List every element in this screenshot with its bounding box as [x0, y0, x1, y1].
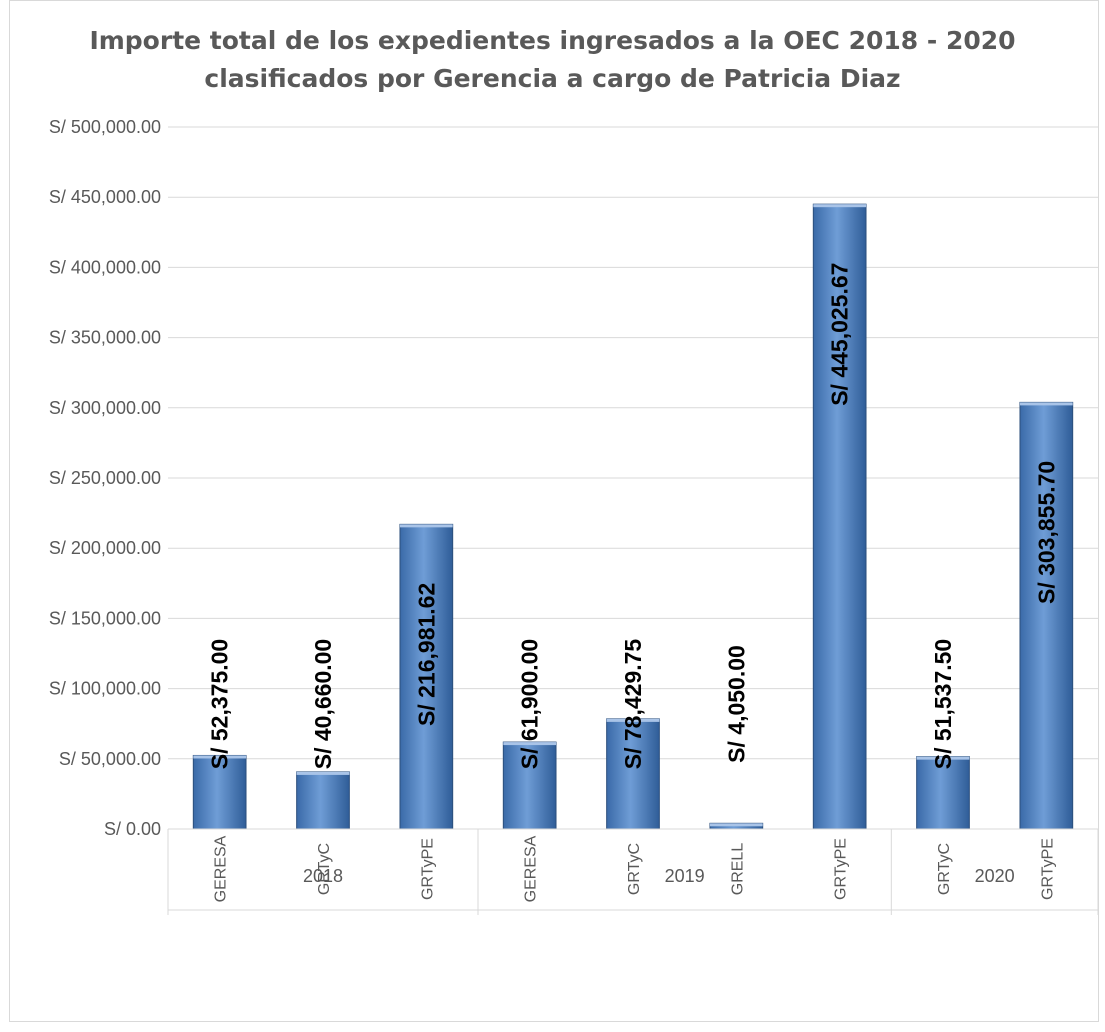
y-tick-label: S/ 250,000.00 — [49, 468, 161, 488]
x-category-label: GRTyPE — [419, 838, 436, 900]
bar-highlight — [193, 755, 247, 759]
data-label: S/ 445,025.67 — [827, 263, 853, 406]
data-label: S/ 52,375.00 — [207, 639, 233, 769]
bar-highlight — [709, 823, 763, 827]
y-tick-label: S/ 500,000.00 — [49, 117, 161, 137]
x-category-label: GERESA — [523, 835, 540, 902]
data-label: S/ 303,855.70 — [1033, 461, 1059, 604]
bar — [399, 523, 454, 830]
x-category-label: GRTyC — [316, 843, 333, 895]
chart-title: Importe total de los expedientes ingresa… — [0, 22, 1105, 98]
data-label: S/ 51,537.50 — [930, 639, 956, 769]
x-category-label: GRTyC — [936, 843, 953, 895]
x-category-label: GRTyC — [626, 843, 643, 895]
bar — [1019, 401, 1074, 830]
bar-highlight — [916, 756, 970, 760]
y-tick-label: S/ 150,000.00 — [49, 608, 161, 628]
bar — [192, 754, 247, 830]
bar-highlight — [503, 742, 557, 746]
x-group-label: 2019 — [665, 866, 705, 886]
y-tick-label: S/ 300,000.00 — [49, 398, 161, 418]
data-label: S/ 78,429.75 — [620, 639, 646, 770]
y-tick-label: S/ 350,000.00 — [49, 328, 161, 348]
chart-title-line-2: clasificados por Gerencia a cargo de Pat… — [204, 64, 901, 93]
y-tick-label: S/ 0.00 — [104, 819, 161, 839]
data-label: S/ 216,981.62 — [413, 583, 439, 726]
bar — [502, 741, 557, 830]
bar — [812, 203, 867, 830]
bar-highlight — [399, 524, 453, 528]
chart-frame — [9, 0, 1099, 1022]
bar-highlight — [606, 718, 660, 722]
x-category-label: GERESA — [213, 835, 230, 902]
y-tick-label: S/ 100,000.00 — [49, 679, 161, 699]
bar — [296, 771, 350, 830]
y-tick-label: S/ 450,000.00 — [49, 187, 161, 207]
data-label: S/ 4,050.00 — [723, 645, 749, 763]
bar — [606, 718, 660, 830]
x-group-label: 2018 — [303, 866, 343, 886]
x-category-label: GRTyPE — [1039, 838, 1056, 900]
bar-highlight — [813, 204, 867, 208]
x-group-label: 2020 — [975, 866, 1015, 886]
x-category-label: GRTyPE — [833, 838, 850, 900]
x-category-label: GRELL — [729, 843, 746, 896]
data-label: S/ 40,660.00 — [310, 639, 336, 769]
bar-highlight — [296, 771, 350, 775]
data-label: S/ 61,900.00 — [517, 639, 543, 769]
y-tick-label: S/ 400,000.00 — [49, 257, 161, 277]
chart-title-line-1: Importe total de los expedientes ingresa… — [89, 26, 1016, 55]
y-tick-label: S/ 50,000.00 — [59, 749, 161, 769]
y-tick-label: S/ 200,000.00 — [49, 538, 161, 558]
bar-highlight — [1019, 402, 1073, 406]
